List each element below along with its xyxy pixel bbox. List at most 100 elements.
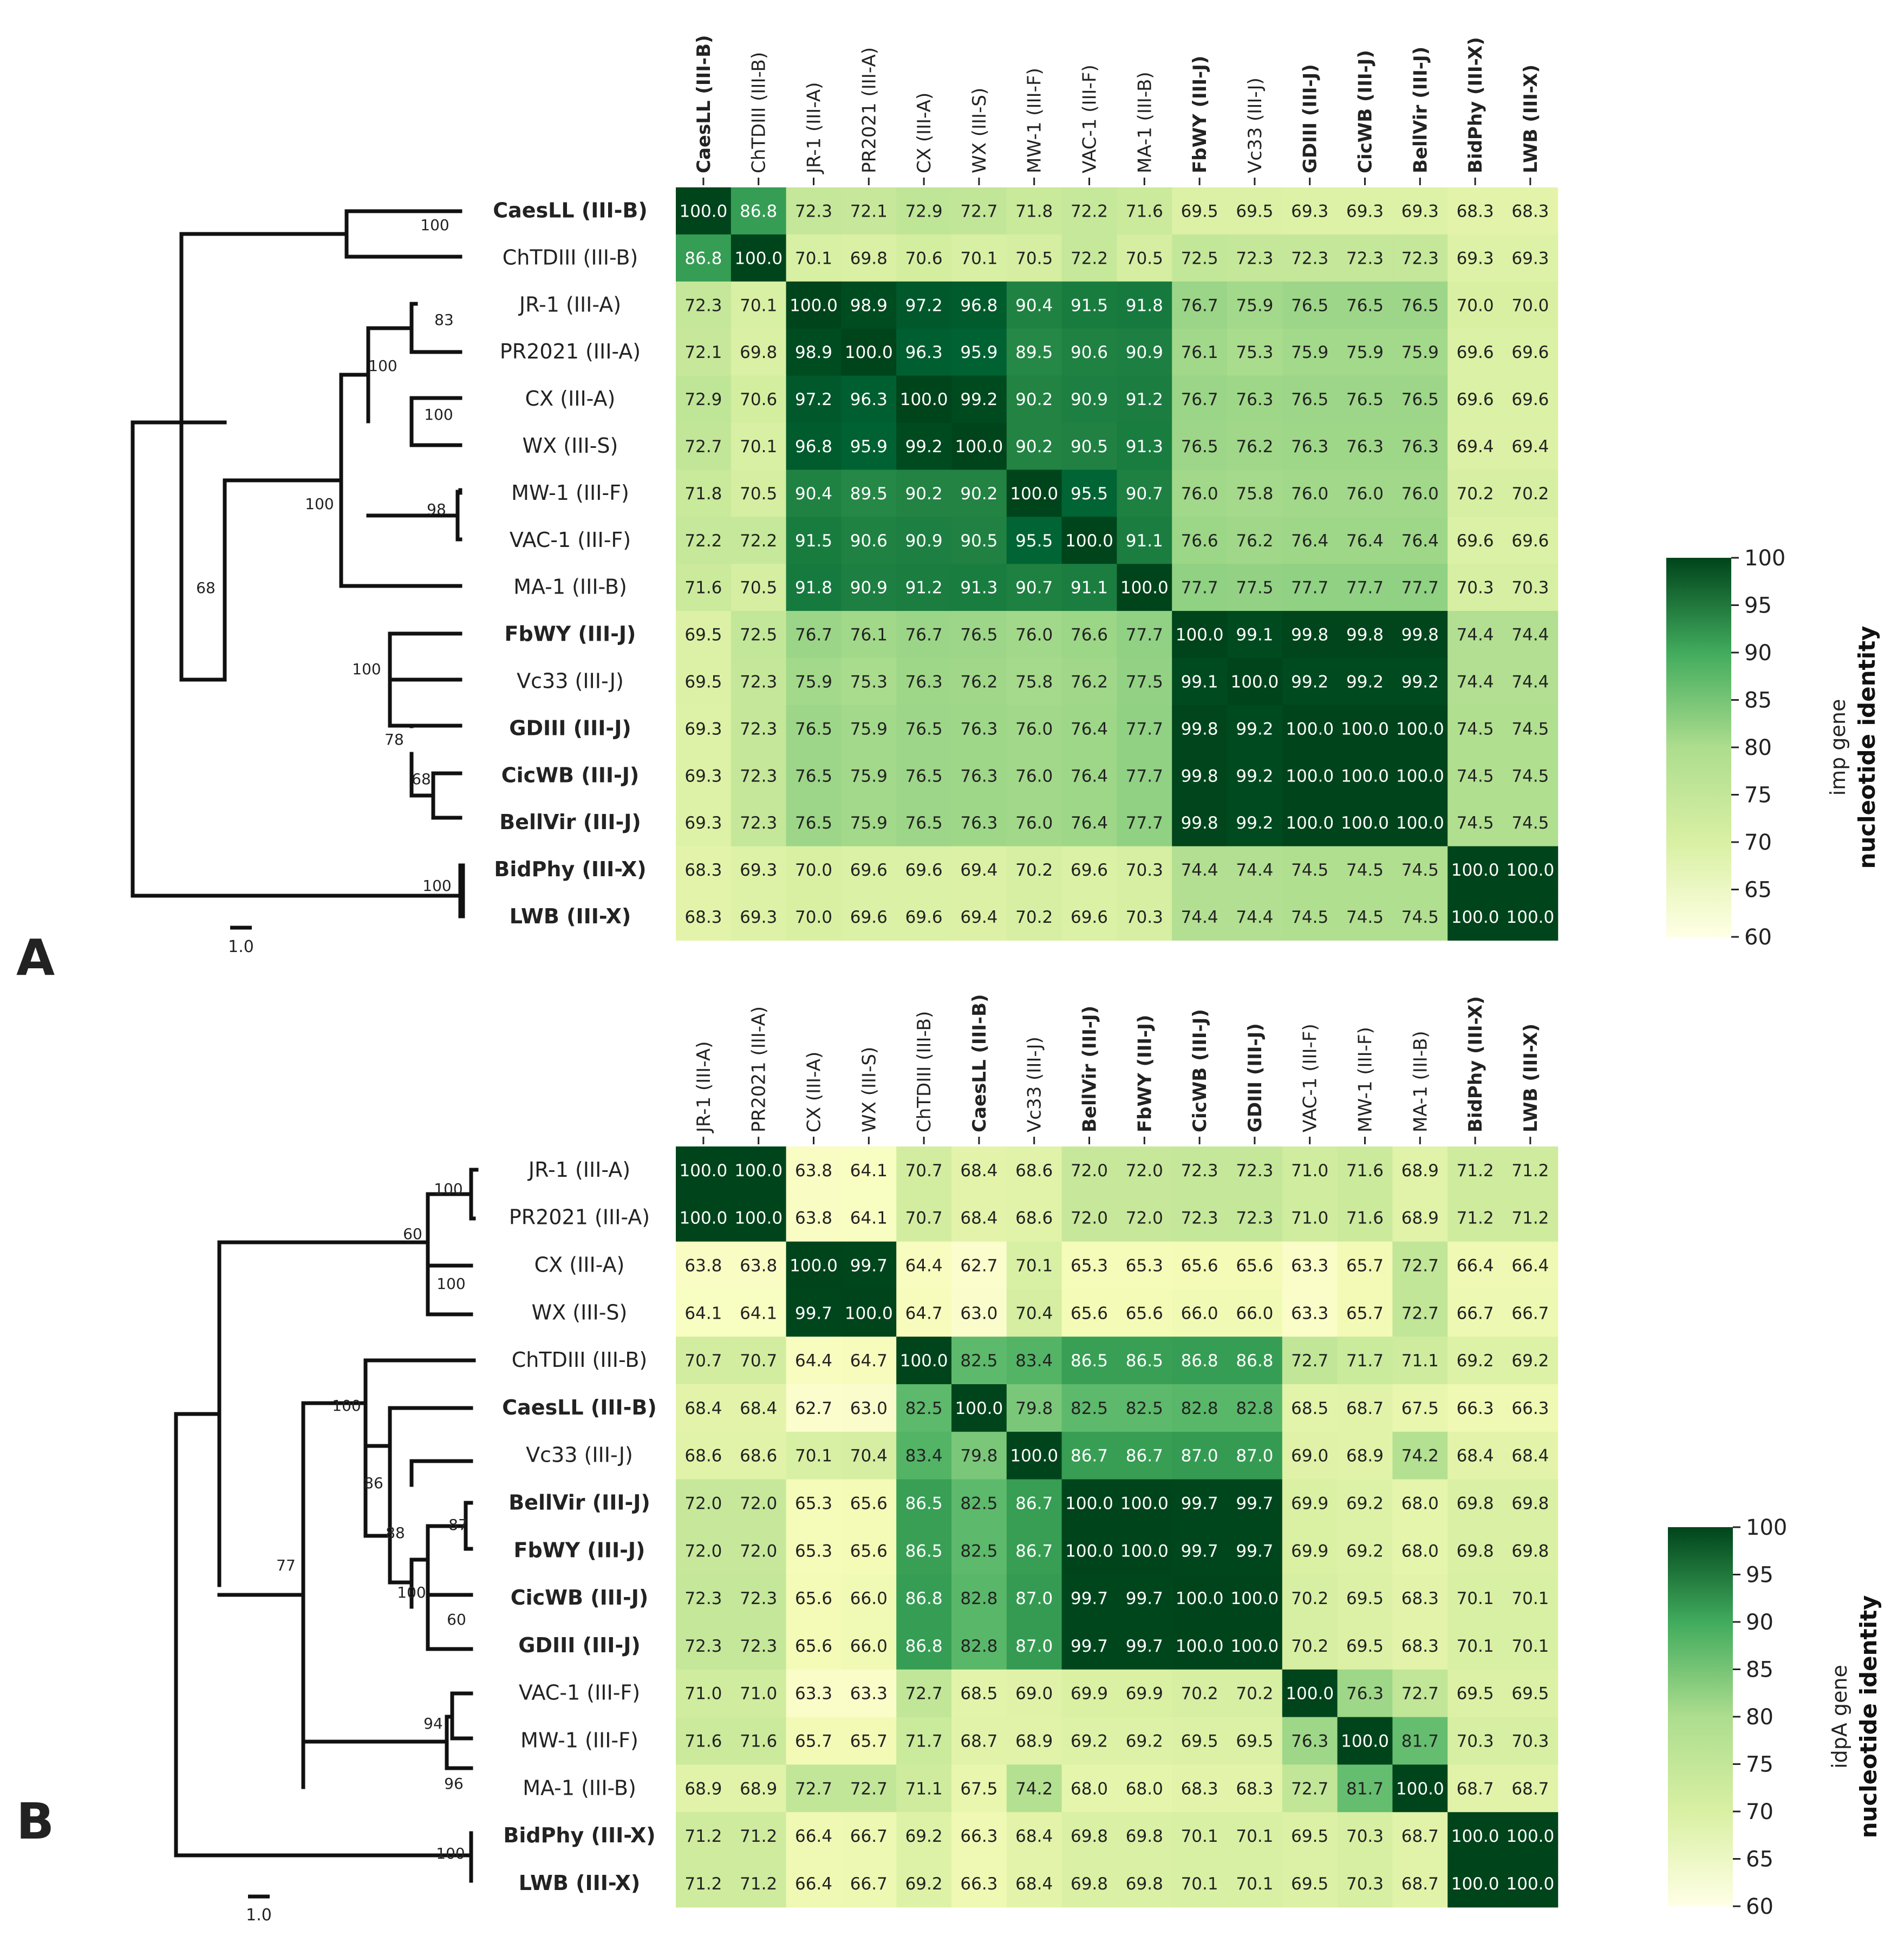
heat-cell: [1337, 846, 1393, 894]
cell-value-label: 70.3: [1126, 861, 1163, 880]
heat-cell: [1006, 1479, 1062, 1527]
heat-cell: [676, 1527, 732, 1575]
heat-cell: [1447, 422, 1503, 470]
heat-cell: [1392, 1241, 1448, 1289]
cell-value-label: 96.3: [850, 390, 888, 409]
cell-value-label: 91.5: [795, 531, 832, 551]
cell-value-label: 86.8: [684, 249, 722, 268]
heat-cell: [1503, 422, 1559, 470]
cell-value-label: 76.3: [1291, 1732, 1328, 1751]
cell-value-label: 76.3: [1346, 1684, 1384, 1704]
heat-cell: [1337, 752, 1393, 800]
heat-cell: [786, 1860, 842, 1908]
cell-value-label: 76.4: [1071, 813, 1108, 833]
heat-cell: [1117, 517, 1172, 564]
heat-cell: [951, 1622, 1007, 1670]
cell-value-label: 75.9: [850, 766, 888, 786]
bootstrap-value: 87: [448, 1516, 468, 1534]
colorbar-tick-label: 60: [1746, 1894, 1773, 1919]
cell-value-label: 76.5: [905, 719, 943, 739]
cell-value-label: 66.7: [850, 1827, 888, 1846]
cell-value-label: 68.7: [1457, 1779, 1494, 1798]
cell-value-label: 69.5: [1181, 1732, 1218, 1751]
cell-value-label: 81.7: [1346, 1779, 1384, 1798]
cell-value-label: 68.3: [1236, 1779, 1273, 1798]
cell-value-label: 68.0: [1401, 1541, 1439, 1561]
heat-cell: [1061, 1669, 1117, 1718]
heat-cell: [1503, 1431, 1559, 1480]
cell-value-label: 100.0: [1451, 1827, 1499, 1846]
heat-cell: [1392, 1812, 1448, 1860]
heat-cell: [1061, 752, 1117, 800]
cell-value-label: 76.5: [1346, 296, 1384, 315]
heat-cell: [1006, 328, 1062, 376]
heat-cell: [1503, 470, 1559, 517]
heat-cell: [951, 1241, 1007, 1289]
tree-a: [131, 209, 465, 918]
heat-cell: [1282, 1574, 1338, 1622]
heat-cell: [676, 1764, 732, 1813]
cell-value-label: 69.0: [1015, 1684, 1053, 1704]
heat-cell: [1392, 611, 1448, 659]
cell-value-label: 72.3: [795, 201, 832, 221]
cell-value-label: 79.8: [960, 1446, 997, 1466]
bootstrap-value: 100: [436, 1275, 465, 1293]
heat-cell: [1503, 1622, 1559, 1670]
cell-value-label: 65.6: [1126, 1304, 1163, 1323]
cell-value-label: 76.5: [960, 625, 997, 645]
heat-cell: [1006, 611, 1062, 659]
cell-value-label: 99.2: [905, 437, 943, 457]
heat-cell: [1117, 234, 1172, 282]
cell-value-label: 70.2: [1457, 484, 1494, 504]
cell-value-label: 70.1: [795, 249, 832, 268]
heat-cell: [1392, 846, 1448, 894]
heat-cell: [1061, 1860, 1117, 1908]
cell-value-label: 65.6: [1181, 1256, 1218, 1276]
cell-value-label: 99.7: [1181, 1541, 1218, 1561]
row-label: PR2021 (III-A): [500, 340, 641, 363]
heat-cell: [896, 1669, 952, 1718]
panel-label-a: A: [16, 929, 55, 987]
cell-value-label: 100.0: [845, 1304, 893, 1323]
row-label: CicWB (III-J): [501, 763, 640, 787]
heat-cell: [1006, 1812, 1062, 1860]
cell-value-label: 100.0: [1176, 625, 1224, 645]
heat-cell: [1447, 893, 1503, 941]
cell-value-label: 99.2: [1236, 719, 1273, 739]
cell-value-label: 76.4: [1071, 766, 1108, 786]
cell-value-label: 69.0: [1291, 1446, 1328, 1466]
cell-value-label: 65.7: [1346, 1304, 1384, 1323]
heat-cell: [841, 187, 897, 235]
heat-cell: [1447, 1431, 1503, 1480]
cell-value-label: 100.0: [1507, 1874, 1555, 1894]
bootstrap-value: 100: [305, 495, 334, 513]
cell-value-label: 68.4: [1015, 1827, 1053, 1846]
cell-value-label: 100.0: [1286, 1684, 1334, 1704]
cell-value-label: 86.8: [905, 1637, 943, 1656]
cell-value-label: 100.0: [1065, 1494, 1113, 1514]
heat-cell: [896, 281, 952, 329]
cell-value-label: 100.0: [1507, 1827, 1555, 1846]
cell-value-label: 100.0: [1451, 908, 1499, 927]
cell-value-label: 75.3: [850, 672, 888, 692]
cell-value-label: 70.2: [1291, 1637, 1328, 1656]
heat-cell: [1061, 187, 1117, 235]
cell-value-label: 86.5: [905, 1494, 943, 1514]
cell-value-label: 86.8: [1236, 1351, 1273, 1371]
colorbar-gradient: [1668, 1527, 1733, 1906]
cell-value-label: 70.7: [905, 1161, 943, 1181]
cell-value-label: 82.5: [1126, 1399, 1163, 1418]
heat-cell: [1282, 752, 1338, 800]
cell-value-label: 74.2: [1015, 1779, 1053, 1798]
heat-cell: [1447, 1764, 1503, 1813]
cell-value-label: 76.0: [1015, 625, 1053, 645]
heat-cell: [1227, 1194, 1283, 1242]
heat-cell: [1227, 1860, 1283, 1908]
cell-value-label: 87.0: [1236, 1446, 1273, 1466]
heat-cell: [896, 1479, 952, 1527]
heat-cell: [1447, 752, 1503, 800]
heat-cell: [1282, 705, 1338, 753]
cell-value-label: 90.7: [1015, 578, 1053, 598]
cell-value-label: 72.5: [1181, 249, 1218, 268]
heat-cell: [1117, 1146, 1172, 1195]
